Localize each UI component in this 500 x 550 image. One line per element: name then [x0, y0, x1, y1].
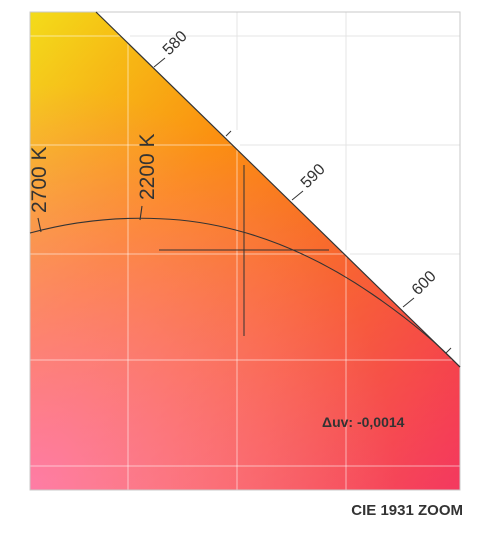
cct-label-2700k: 2700 K — [28, 146, 51, 213]
grid-outside — [130, 12, 460, 255]
spectral-locus — [95, 11, 461, 368]
cct-ticks — [37, 205, 143, 233]
measurement-crosshair — [159, 165, 329, 336]
plot-frame — [29, 11, 461, 491]
duv-readout: Δuv: -0,0014 — [322, 414, 405, 430]
cct-label-2200k: 2200 K — [136, 133, 159, 200]
cct-labels: 2700 K — [28, 146, 51, 213]
diagram-title: CIE 1931 ZOOM — [351, 502, 463, 519]
wavelength-ticks — [153, 57, 452, 354]
planckian-locus — [29, 217, 461, 368]
